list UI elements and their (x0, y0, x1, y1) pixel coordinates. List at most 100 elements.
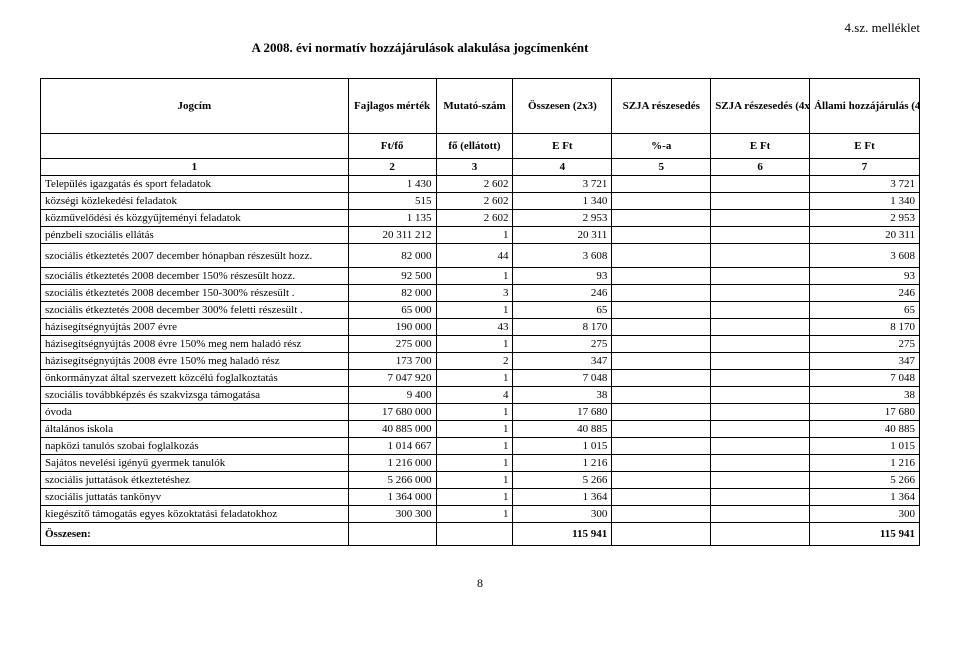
table-cell: 20 311 212 (348, 227, 436, 244)
col-header-allami: Állami hozzájárulás (4-6) (810, 79, 920, 134)
table-row: szociális étkeztetés 2008 december 300% … (41, 302, 920, 319)
table-cell: 17 680 (810, 404, 920, 421)
table-cell (711, 489, 810, 506)
table-cell (711, 336, 810, 353)
table-cell (612, 193, 711, 210)
table-cell (711, 244, 810, 268)
table-cell (711, 404, 810, 421)
table-cell (711, 438, 810, 455)
table-cell: 65 (810, 302, 920, 319)
colnum-1: 1 (41, 159, 349, 176)
table-cell: 1 (436, 268, 513, 285)
colnum-6: 6 (711, 159, 810, 176)
table-cell (711, 387, 810, 404)
table-cell: 43 (436, 319, 513, 336)
table-cell: házisegítségnyújtás 2008 évre 150% meg n… (41, 336, 349, 353)
table-cell: általános iskola (41, 421, 349, 438)
table-row: pénzbeli szociális ellátás20 311 212120 … (41, 227, 920, 244)
table-cell: 1 (436, 438, 513, 455)
table-cell (711, 176, 810, 193)
table-row: községi közlekedési feladatok5152 6021 3… (41, 193, 920, 210)
table-cell: 5 266 000 (348, 472, 436, 489)
table-cell (612, 176, 711, 193)
table-cell (711, 319, 810, 336)
table-cell: 275 (810, 336, 920, 353)
table-cell: kiegészítő támogatás egyes közoktatási f… (41, 506, 349, 523)
colnum-5: 5 (612, 159, 711, 176)
table-cell (612, 285, 711, 302)
colnum-2: 2 (348, 159, 436, 176)
colnum-3: 3 (436, 159, 513, 176)
table-cell (612, 489, 711, 506)
table-row: házisegítségnyújtás 2008 évre 150% meg h… (41, 353, 920, 370)
table-cell: 2 602 (436, 176, 513, 193)
table-cell: 82 000 (348, 244, 436, 268)
table-cell: 347 (810, 353, 920, 370)
table-cell: 1 015 (513, 438, 612, 455)
table-cell (612, 438, 711, 455)
table-cell: szociális étkeztetés 2008 december 300% … (41, 302, 349, 319)
table-cell: házisegítségnyújtás 2008 évre 150% meg h… (41, 353, 349, 370)
page-title: A 2008. évi normatív hozzájárulások alak… (160, 40, 680, 56)
sum-row: Összesen: 115 941 115 941 (41, 523, 920, 546)
table-cell: 3 608 (810, 244, 920, 268)
table-cell: önkormányzat által szervezett közcélú fo… (41, 370, 349, 387)
table-cell: 65 000 (348, 302, 436, 319)
col-header-jogcim: Jogcím (41, 79, 349, 134)
unit-eft4: E Ft (513, 134, 612, 159)
table-cell: 38 (513, 387, 612, 404)
table-cell (612, 455, 711, 472)
table-cell (711, 210, 810, 227)
table-cell: 40 885 (513, 421, 612, 438)
table-cell: 65 (513, 302, 612, 319)
table-row: Település igazgatás és sport feladatok1 … (41, 176, 920, 193)
table-cell: 82 000 (348, 285, 436, 302)
table-cell: 2 602 (436, 210, 513, 227)
table-cell: 1 340 (810, 193, 920, 210)
table-cell: 3 608 (513, 244, 612, 268)
table-cell: szociális juttatás tankönyv (41, 489, 349, 506)
table-cell (612, 353, 711, 370)
table-cell: 38 (810, 387, 920, 404)
attachment-label: 4.sz. melléklet (40, 20, 920, 36)
table-cell: szociális étkeztetés 2007 december hónap… (41, 244, 349, 268)
table-cell: 2 602 (436, 193, 513, 210)
table-cell: 17 680 (513, 404, 612, 421)
col-header-mutato: Mutató-szám (436, 79, 513, 134)
table-cell: 2 953 (810, 210, 920, 227)
table-cell (612, 387, 711, 404)
table-cell (612, 404, 711, 421)
table-row: szociális juttatás tankönyv1 364 00011 3… (41, 489, 920, 506)
table-cell (711, 506, 810, 523)
table-row: szociális továbbképzés és szakvizsga tám… (41, 387, 920, 404)
normativ-table: Jogcím Fajlagos mérték Mutató-szám Össze… (40, 78, 920, 546)
colnum-4: 4 (513, 159, 612, 176)
colnum-row: 1 2 3 4 5 6 7 (41, 159, 920, 176)
table-row: kiegészítő támogatás egyes közoktatási f… (41, 506, 920, 523)
table-cell: 1 (436, 455, 513, 472)
table-cell: 20 311 (513, 227, 612, 244)
table-cell: Település igazgatás és sport feladatok (41, 176, 349, 193)
col-header-szja: SZJA részesedés (612, 79, 711, 134)
sum-c4: 115 941 (513, 523, 612, 546)
table-cell: 1 (436, 472, 513, 489)
col-header-osszesen: Összesen (2x3) (513, 79, 612, 134)
table-cell: szociális étkeztetés 2008 december 150-3… (41, 285, 349, 302)
table-cell (711, 353, 810, 370)
page-number: 8 (40, 576, 920, 591)
table-cell: 1 340 (513, 193, 612, 210)
table-cell: 275 (513, 336, 612, 353)
sum-c7: 115 941 (810, 523, 920, 546)
table-cell: 7 048 (513, 370, 612, 387)
table-cell: 20 311 (810, 227, 920, 244)
table-cell: 1 430 (348, 176, 436, 193)
unit-ftfo: Ft/fő (348, 134, 436, 159)
table-cell (711, 302, 810, 319)
table-cell: 1 (436, 506, 513, 523)
table-row: szociális étkeztetés 2007 december hónap… (41, 244, 920, 268)
table-cell (612, 370, 711, 387)
table-cell (612, 336, 711, 353)
table-cell: 3 721 (810, 176, 920, 193)
table-cell: 300 (513, 506, 612, 523)
table-cell (612, 319, 711, 336)
